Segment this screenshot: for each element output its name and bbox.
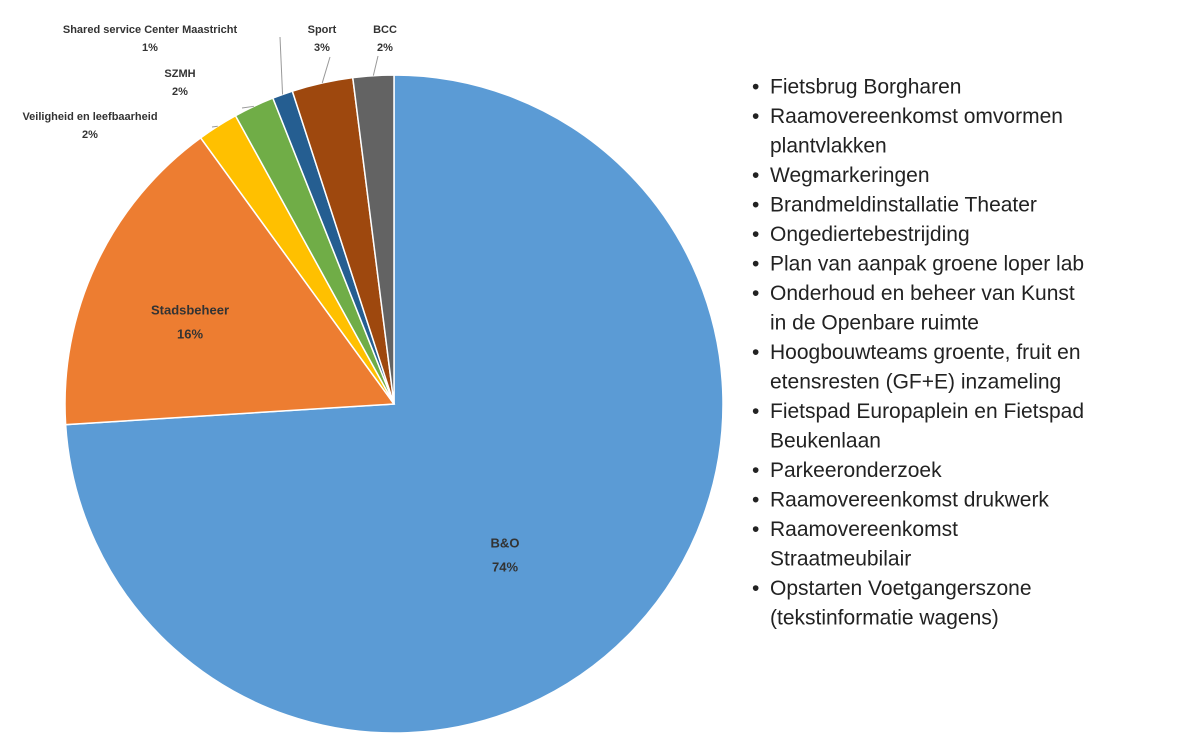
bullet-dot: • <box>752 400 759 423</box>
pie-slice <box>64 136 396 426</box>
bullet-text: Fietspad Europaplein en Fietspad <box>770 400 1084 423</box>
leader-line <box>279 36 284 95</box>
slice-label: Stadsbeheer <box>151 302 229 317</box>
leader-line <box>372 55 379 76</box>
bullet-text: Ongediertebestrijding <box>770 223 970 246</box>
slice-label: B&O <box>491 535 520 550</box>
slice-label: Shared service Center Maastricht <box>63 24 238 36</box>
bullet-text: Wegmarkeringen <box>770 164 930 187</box>
bullet-dot: • <box>752 76 759 99</box>
slice-label: BCC <box>373 24 397 36</box>
bullet-text: Parkeeronderzoek <box>770 459 942 482</box>
bullet-dot: • <box>752 341 759 364</box>
slice-value-label: 2% <box>377 42 393 54</box>
bullet-dot: • <box>752 282 759 305</box>
bullet-text: Plan van aanpak groene loper lab <box>770 253 1084 276</box>
bullet-dot: • <box>752 459 759 482</box>
bullet-dot: • <box>752 518 759 541</box>
slice-value-label: 2% <box>172 86 188 98</box>
pie-slice <box>351 74 395 405</box>
bullet-dot: • <box>752 223 759 246</box>
bullet-text: Beukenlaan <box>770 430 881 453</box>
slice-label: Sport <box>308 24 337 36</box>
bullet-text: Straatmeubilair <box>770 548 911 571</box>
bullet-text: Opstarten Voetgangerszone <box>770 577 1032 600</box>
bullet-text: Onderhoud en beheer van Kunst <box>770 282 1075 305</box>
slice-label: SZMH <box>164 68 195 80</box>
leader-line <box>241 105 254 109</box>
bullet-text: Brandmeldinstallatie Theater <box>770 194 1037 217</box>
bullet-text: (tekstinformatie wagens) <box>770 607 999 630</box>
slice-value-label: 74% <box>492 559 518 574</box>
bullet-text: Fietsbrug Borgharen <box>770 76 961 99</box>
bullet-text: in de Openbare ruimte <box>770 312 979 335</box>
leader-line <box>321 56 331 84</box>
bullet-dot: • <box>752 164 759 187</box>
bullet-text: etensresten (GF+E) inzameling <box>770 371 1061 394</box>
bullet-dot: • <box>752 577 759 600</box>
bullet-dot: • <box>752 105 759 128</box>
bullet-text: Raamovereenkomst <box>770 518 958 541</box>
bullet-text: Hoogbouwteams groente, fruit en <box>770 341 1081 364</box>
leader-line <box>211 125 218 128</box>
bullet-dot: • <box>752 489 759 512</box>
bullet-text: plantvlakken <box>770 135 887 158</box>
bullet-text: Raamovereenkomst drukwerk <box>770 489 1049 512</box>
slice-value-label: 3% <box>314 42 330 54</box>
slice-value-label: 2% <box>82 129 98 141</box>
slice-value-label: 1% <box>142 42 158 54</box>
bullet-text: Raamovereenkomst omvormen <box>770 105 1063 128</box>
bullet-dot: • <box>752 253 759 276</box>
bullet-dot: • <box>752 194 759 217</box>
slice-label: Veiligheid en leefbaarheid <box>22 111 157 123</box>
slice-value-label: 16% <box>177 326 203 341</box>
